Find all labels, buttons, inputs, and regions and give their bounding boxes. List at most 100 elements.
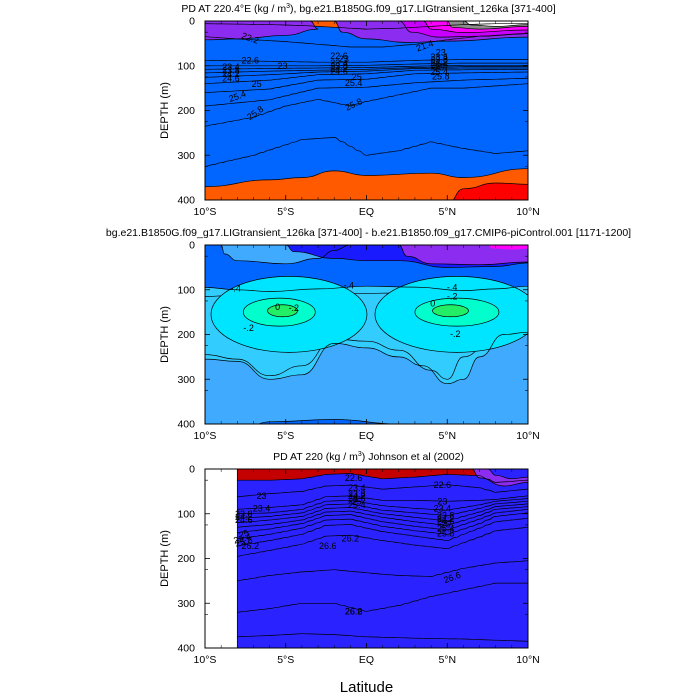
contour-line [453,182,528,200]
contour-label-text: 25.4 [430,67,448,77]
contour-line [237,500,528,519]
x-tick-label: 5°S [277,206,294,218]
contour-label-text: 24.6 [330,66,348,76]
contour-label: 23.4 [253,504,271,514]
contour-label: 24.2 [330,64,348,74]
contour-line [237,582,528,613]
contour-line [237,473,528,483]
contour-label-text: 24.2 [222,69,240,79]
y-tick-label: 400 [177,195,195,207]
contour-label: 23.8 [330,61,348,71]
contour-label: 24.2 [235,512,253,522]
contour-label-text: 23.8 [222,65,240,75]
contour-label-text: 25 [252,79,262,89]
contour-line [205,33,528,48]
contour-line [237,503,528,524]
x-tick-label: 10°S [194,206,217,218]
contour-line [447,21,528,30]
contour-line [205,64,528,70]
y-tick-label: 0 [189,16,195,28]
panel-1: 22.221.422.62323.423.824.224.62525.425.8… [159,3,556,218]
contour-label-text: 24.2 [430,57,448,67]
x-tick-label: EQ [359,206,374,218]
contour-band [487,245,528,250]
x-tick-label: 10°N [516,430,539,442]
contour-label-text: 23.8 [330,61,348,71]
y-tick-label: 100 [177,508,195,520]
y-tick-label: 400 [177,419,195,431]
contour-label-text: 24.6 [437,517,455,527]
contour-label-text: 22.6 [330,51,348,61]
contour-label-text: 23.4 [434,504,452,514]
contour-label: 25.4 [430,67,448,77]
contour-label: 24.6 [222,73,240,83]
contour-label-text: 25.4 [437,523,455,533]
contour-label: 26.2 [241,541,259,551]
y-axis-label: DEPTH (m) [159,306,171,363]
contour-label-text: 24.6 [348,494,366,504]
contour-label: 25.4 [348,500,366,510]
contour-label-text: -.2 [243,323,254,333]
contour-label: 24.6 [437,517,455,527]
contour-line [398,21,528,38]
contour-line [205,137,528,167]
contour-label-text: 26.2 [241,541,259,551]
contour-label-text: 23.8 [437,511,455,521]
x-axis-label: Latitude [340,679,393,696]
contour-label: 22.6 [241,56,259,66]
contour-label-text: 0 [275,302,280,312]
contour-band [453,183,528,200]
contour-label: 25.4 [345,78,363,88]
contour-label: 25 [252,79,262,89]
contour-line [237,506,528,528]
contour-label: 22.6 [345,473,363,483]
contour-line [220,245,351,265]
contour-label: 24.2 [430,57,448,67]
contour-line [237,517,528,547]
contour-label-text: 23 [436,48,446,58]
contour-label: 25 [237,528,250,541]
contour-line [285,245,528,268]
contour-label: 23.4 [430,52,448,62]
contour-label: 23 [257,491,267,501]
contour-label: 0 [430,298,435,308]
contour-label: -.2 [450,329,461,339]
contour-label: 26.6 [345,607,363,617]
contour-line [205,62,528,67]
y-tick-label: 300 [177,150,195,162]
contour-line [237,560,528,582]
contour-label: -.2 [243,323,254,333]
contour-label-text: 24.6 [430,60,448,70]
contour-band [259,419,399,424]
contour-label: 23.4 [434,504,452,514]
contour-label-text: 24.2 [235,512,253,522]
y-tick-label: 200 [177,553,195,565]
contour-label: 22.6 [330,51,348,61]
x-tick-label: 10°N [516,206,539,218]
x-tick-label: 5°S [277,430,294,442]
contour-line [205,71,528,93]
x-tick-label: 5°S [277,654,294,666]
contour-label: -.4 [343,280,354,290]
contour-label: 25.4 [437,523,455,533]
contour-label-text: 23.4 [330,58,348,68]
contour-band [432,304,469,318]
contour-label: 26.2 [342,534,360,544]
contour-line [205,285,528,292]
no-data-region [205,469,238,648]
contour-label: 26.2 [345,607,363,617]
x-tick-label: EQ [359,430,374,442]
y-tick-label: 100 [177,60,195,72]
contour-label: 25.8 [437,529,455,539]
contour-line [334,21,528,43]
contour-label-text: 25 [434,63,444,73]
contour-label-text: 24.6 [222,73,240,83]
contour-label: 25.8 [234,535,254,549]
contour-band [205,168,528,200]
contour-label: 23 [437,496,447,506]
contour-label-text: 23.8 [235,509,253,519]
contour-field: -.4 -.4-.20 -.2-.4-.20-.2 [205,245,528,424]
contour-line [205,23,528,30]
chart-title: PD AT 220 (kg / m3) Johnson et al (2002) [273,451,464,463]
contour-label-text: 23 [257,491,267,501]
